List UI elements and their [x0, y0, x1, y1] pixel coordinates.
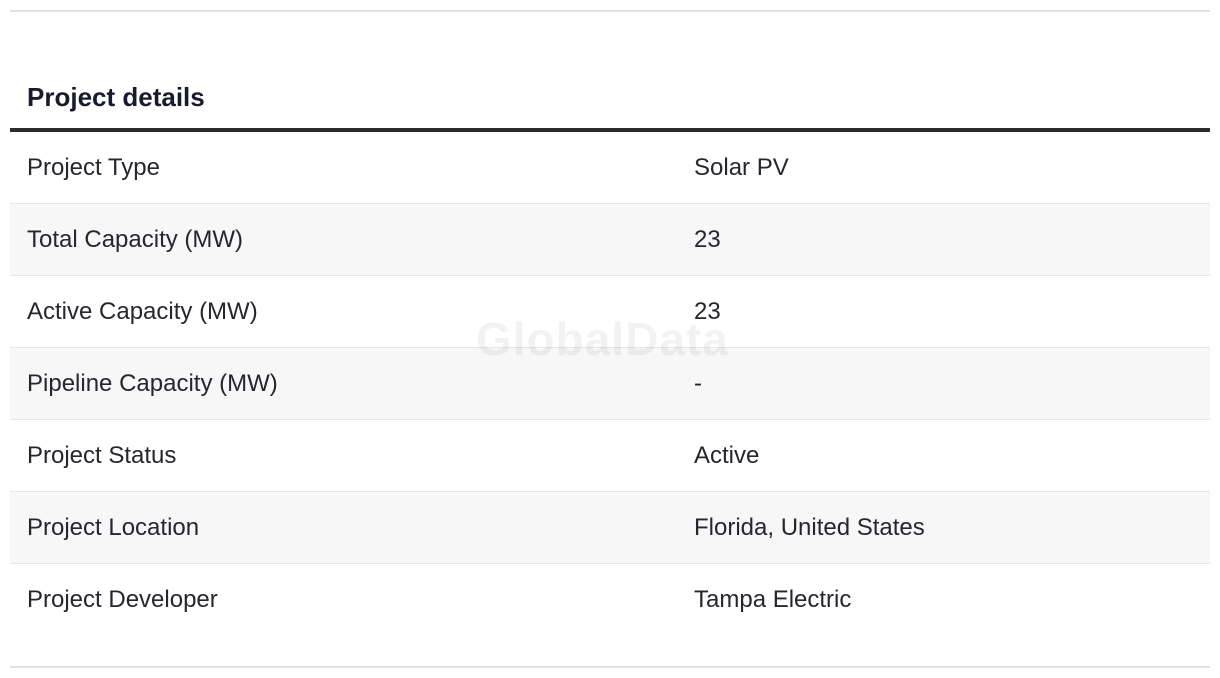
bottom-divider	[10, 666, 1210, 668]
row-label: Active Capacity (MW)	[10, 275, 677, 348]
row-value: -	[677, 347, 1210, 420]
row-value: Florida, United States	[677, 491, 1210, 564]
row-label: Project Developer	[27, 585, 218, 613]
row-value: Solar PV	[677, 132, 1210, 204]
table-row: Active Capacity (MW) 23	[10, 275, 1210, 348]
row-label: Project Status	[10, 419, 677, 492]
row-label: Pipeline Capacity (MW)	[10, 347, 677, 420]
table-row: Project Type Solar PV	[10, 132, 1210, 204]
row-value: 23	[677, 275, 1210, 348]
row-value: Tampa Electric	[694, 585, 852, 613]
row-value: 23	[677, 203, 1210, 276]
table-row: Project Developer Tampa Electric	[10, 564, 1210, 636]
project-details-table: Project Type Solar PV Total Capacity (MW…	[10, 132, 1210, 635]
section-title: Project details	[27, 82, 205, 112]
row-label: Project Type	[10, 132, 677, 204]
table-row: Project Location Florida, United States	[10, 491, 1210, 564]
row-label: Project Location	[10, 491, 677, 564]
title-underline	[10, 128, 1210, 132]
table-row: Total Capacity (MW) 23	[10, 203, 1210, 276]
table-row: Project Status Active	[10, 419, 1210, 492]
top-divider	[10, 10, 1210, 12]
row-value: Active	[677, 419, 1210, 492]
project-details-section: Project details Project Type Solar PV To…	[10, 76, 1210, 635]
row-label: Total Capacity (MW)	[10, 203, 677, 276]
table-row: Pipeline Capacity (MW) -	[10, 347, 1210, 420]
